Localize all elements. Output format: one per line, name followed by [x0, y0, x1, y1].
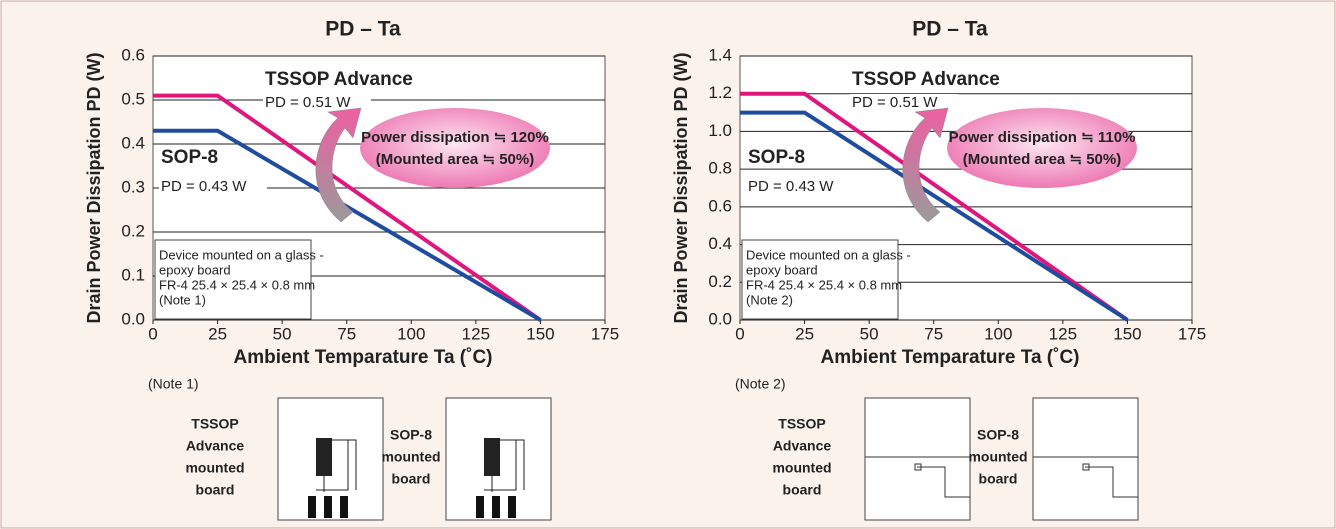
board-diagram — [865, 398, 970, 520]
y-tick-label: 0.4 — [121, 133, 145, 152]
x-tick-label: 125 — [462, 324, 490, 343]
annotation: PD = 0.43 W — [161, 178, 247, 195]
y-axis-title: Drain Power Dissipation PD (W) — [84, 52, 104, 323]
x-tick-label: 100 — [397, 324, 425, 343]
board-label: board — [783, 482, 822, 498]
board-label: board — [392, 471, 431, 487]
y-tick-label: 0.6 — [121, 45, 145, 64]
y-tick-label: 0.2 — [708, 272, 732, 291]
pad — [308, 496, 316, 518]
x-tick-label: 25 — [795, 324, 814, 343]
y-tick-label: 0.0 — [121, 309, 145, 328]
y-tick-label: 0.2 — [121, 221, 145, 240]
y-tick-label: 1.2 — [708, 83, 732, 102]
x-tick-label: 75 — [924, 324, 943, 343]
chip — [316, 438, 332, 476]
pad — [340, 496, 348, 518]
y-tick-label: 0.4 — [708, 234, 732, 253]
board-label: mounted — [381, 449, 440, 465]
y-tick-label: 0.0 — [708, 309, 732, 328]
note-text: FR-4 25.4 × 25.4 × 0.8 mm — [746, 277, 902, 292]
x-axis-title: Ambient Temparature Ta (˚C) — [234, 347, 493, 368]
x-tick-label: 25 — [208, 324, 227, 343]
x-tick-label: 150 — [1113, 324, 1141, 343]
board-label: SOP-8 — [390, 427, 432, 443]
x-tick-label: 175 — [591, 324, 619, 343]
y-tick-label: 0.3 — [121, 177, 145, 196]
note-text: epoxy board — [159, 262, 231, 277]
board-note: (Note 1) — [148, 376, 199, 392]
x-tick-label: 0 — [735, 324, 744, 343]
chart-title: PD – Ta — [912, 18, 988, 41]
callout-text: (Mounted area ≒ 50%) — [376, 151, 534, 168]
pad — [476, 496, 484, 518]
annotation: PD = 0.51 W — [265, 94, 351, 111]
note-text: (Note 2) — [746, 292, 793, 307]
board-label: mounted — [968, 449, 1027, 465]
board-label: TSSOP — [191, 416, 238, 432]
x-tick-label: 0 — [148, 324, 157, 343]
board-label: mounted — [185, 460, 244, 476]
y-tick-label: 1.4 — [708, 45, 732, 64]
x-tick-label: 50 — [273, 324, 292, 343]
pad — [492, 496, 500, 518]
x-tick-label: 75 — [337, 324, 356, 343]
y-tick-label: 0.8 — [708, 159, 732, 178]
y-tick-label: 0.1 — [121, 265, 145, 284]
series-label: SOP-8 — [748, 147, 805, 168]
board-label: Advance — [186, 438, 245, 454]
annotation: PD = 0.51 W — [852, 94, 938, 111]
x-tick-label: 100 — [984, 324, 1012, 343]
x-tick-label: 125 — [1049, 324, 1077, 343]
callout-text: Power dissipation ≒ 120% — [361, 129, 549, 146]
note-text: Device mounted on a glass - — [159, 247, 324, 262]
x-tick-label: 150 — [526, 324, 554, 343]
page: PD – Ta Drain Power Dissipation PD (W) Amb… — [0, 0, 1336, 529]
chip — [484, 438, 500, 476]
note-text: epoxy board — [746, 262, 818, 277]
board-note: (Note 2) — [735, 376, 786, 392]
y-axis-title: Drain Power Dissipation PD (W) — [671, 52, 691, 323]
series-label: TSSOP Advance — [265, 69, 413, 90]
board-label: board — [196, 482, 235, 498]
note-text: Device mounted on a glass - — [746, 247, 911, 262]
pad — [324, 496, 332, 518]
callout-text: (Mounted area ≒ 50%) — [963, 151, 1121, 168]
chart-title: PD – Ta — [325, 18, 401, 41]
board-label: board — [979, 471, 1018, 487]
series-label: TSSOP Advance — [852, 69, 1000, 90]
pad — [508, 496, 516, 518]
board-label: Advance — [773, 438, 832, 454]
x-tick-label: 50 — [860, 324, 879, 343]
y-tick-label: 1.0 — [708, 121, 732, 140]
callout — [947, 108, 1137, 188]
callout — [360, 108, 550, 188]
board-label: TSSOP — [778, 416, 825, 432]
board-diagram — [278, 398, 383, 520]
x-tick-label: 175 — [1178, 324, 1206, 343]
board-label: mounted — [772, 460, 831, 476]
board — [865, 398, 970, 520]
annotation: PD = 0.43 W — [748, 178, 834, 195]
y-tick-label: 0.5 — [121, 89, 145, 108]
series-label: SOP-8 — [161, 147, 218, 168]
board — [1033, 398, 1138, 520]
note-text: (Note 1) — [159, 292, 206, 307]
note-text: FR-4 25.4 × 25.4 × 0.8 mm — [159, 277, 315, 292]
callout-text: Power dissipation ≒ 110% — [949, 129, 1136, 146]
board-diagram — [1033, 398, 1138, 520]
board-diagram — [446, 398, 551, 520]
y-tick-label: 0.6 — [708, 196, 732, 215]
board-label: SOP-8 — [977, 427, 1019, 443]
x-axis-title: Ambient Temparature Ta (˚C) — [821, 347, 1080, 368]
